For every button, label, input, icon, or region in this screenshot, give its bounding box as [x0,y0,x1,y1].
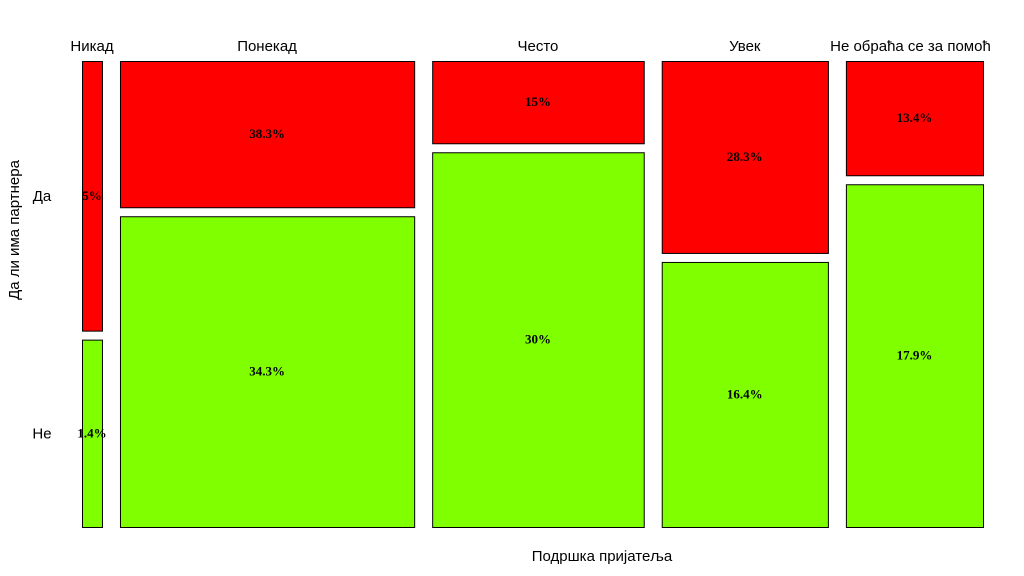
data-label-col-4-row-1: 28.3% [727,149,763,164]
data-label-col-5-row-1: 13.4% [897,110,933,125]
data-label-col-2-row-1: 38.3% [249,126,285,141]
data-label-col-4-row-2: 16.4% [727,386,763,401]
row-label-1: Да [33,188,52,205]
column-labels: Никад Понекад Често Увек Не обраћа се за пом… [70,38,990,55]
cell-col-4-row-2 [661,261,829,528]
y-axis-label: Да ли има партнера [6,159,23,299]
cell-col-2-row-2 [119,216,416,529]
data-label-col-1-row-1: 5% [82,188,102,203]
data-label-col-1-row-2: 1.4% [77,425,106,440]
data-label-col-3-row-2: 30% [525,332,551,347]
column-label-1: Никад [70,38,113,55]
cell-col-5-row-1 [845,61,984,177]
cell-col-4-row-1 [661,61,829,254]
data-label-col-3-row-1: 15% [525,94,551,109]
cell-col-3-row-2 [432,152,645,528]
cell-col-2-row-1 [119,61,416,209]
row-label-2: Не [32,425,51,442]
cell-col-1-row-1 [82,61,103,332]
row-labels: Да Не [32,188,51,443]
x-axis-label: Подршка пријатеља [532,548,673,565]
column-label-4: Увек [729,38,761,55]
data-label-col-2-row-2: 34.3% [249,364,285,379]
column-label-5: Не обраћа се за помоћ [830,38,991,55]
cell-col-3-row-1 [432,61,645,145]
mosaic-cells: 5% 1.4% 38.3% 34.3% 15% 30% 28.3% 16.4% 13.4% 17.… [77,61,984,529]
data-label-col-5-row-2: 17.9% [897,348,933,363]
cell-col-5-row-2 [845,184,984,528]
column-label-2: Понекад [237,38,297,55]
column-label-3: Често [518,38,559,55]
cell-col-1-row-2 [82,339,103,528]
